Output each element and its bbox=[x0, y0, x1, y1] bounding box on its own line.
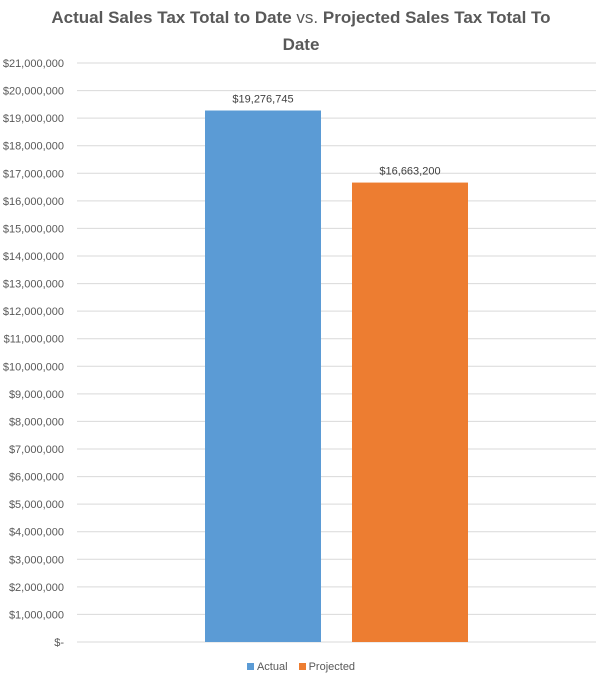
legend-swatch-actual bbox=[246, 663, 254, 670]
y-tick-label: $3,000,000 bbox=[9, 554, 64, 566]
bar-actual bbox=[205, 110, 321, 643]
data-label-actual: $19,276,745 bbox=[232, 94, 293, 106]
y-tick-label: $13,000,000 bbox=[3, 279, 64, 291]
y-tick-label: $12,000,000 bbox=[3, 306, 64, 318]
y-tick-label: $4,000,000 bbox=[9, 527, 64, 539]
chart-title-line-1: Actual Sales Tax Total to Date vs. Proje… bbox=[0, 4, 602, 31]
data-label-projected: $16,663,200 bbox=[379, 166, 440, 178]
y-tick-label: $11,000,000 bbox=[4, 334, 64, 346]
y-tick-label: $17,000,000 bbox=[3, 168, 64, 180]
y-tick-label: $15,000,000 bbox=[3, 223, 64, 235]
chart-title-vs: vs. bbox=[296, 8, 319, 27]
legend-item-projected: Projected bbox=[298, 661, 356, 673]
chart-title-line-2: Date bbox=[282, 35, 320, 54]
y-tick-label: $- bbox=[54, 637, 64, 649]
y-tick-label: $9,000,000 bbox=[9, 389, 64, 401]
y-tick-label: $19,000,000 bbox=[3, 113, 64, 125]
y-tick-label: $10,000,000 bbox=[3, 361, 64, 373]
legend-label-projected: Projected bbox=[308, 661, 356, 673]
legend-item-actual: Actual bbox=[246, 661, 288, 673]
y-tick-label: $6,000,000 bbox=[9, 472, 64, 484]
y-tick-label: $5,000,000 bbox=[9, 499, 64, 511]
y-tick-label: $7,000,000 bbox=[9, 444, 64, 456]
y-tick-label: $14,000,000 bbox=[3, 251, 64, 263]
y-tick-label: $20,000,000 bbox=[3, 86, 64, 98]
y-tick-label: $1,000,000 bbox=[9, 609, 64, 621]
bar-projected bbox=[352, 182, 468, 642]
legend-swatch-projected bbox=[298, 663, 306, 670]
legend: Actual Projected bbox=[0, 661, 602, 673]
chart-title: Actual Sales Tax Total to Date vs. Proje… bbox=[0, 4, 602, 58]
y-tick-label: $8,000,000 bbox=[9, 416, 64, 428]
y-tick-label: $18,000,000 bbox=[3, 141, 64, 153]
y-tick-label: $2,000,000 bbox=[9, 582, 64, 594]
chart-title-part-2: Projected Sales Tax Total To bbox=[322, 8, 551, 27]
chart-title-part-1: Actual Sales Tax Total to Date bbox=[51, 8, 292, 27]
y-tick-label: $16,000,000 bbox=[3, 196, 64, 208]
legend-label-actual: Actual bbox=[256, 661, 288, 673]
y-tick-label: $21,000,000 bbox=[3, 58, 64, 70]
